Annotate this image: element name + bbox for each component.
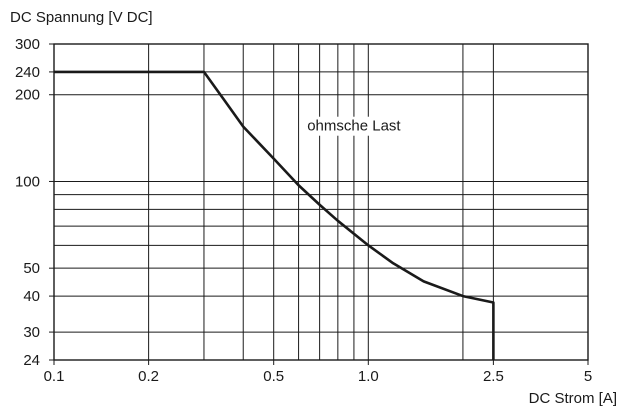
series-line bbox=[54, 70, 495, 360]
annotation-background bbox=[304, 116, 405, 136]
y-tick-label: 240 bbox=[15, 64, 40, 81]
annotation-label: ohmsche Last bbox=[307, 118, 401, 135]
x-tick-label: 0.1 bbox=[44, 368, 65, 385]
y-tick-label: 50 bbox=[23, 260, 40, 277]
x-tick-label: 5 bbox=[584, 368, 592, 385]
y-tick-label: 300 bbox=[15, 36, 40, 53]
annotations: ohmsche Last bbox=[304, 116, 405, 136]
plot-frame bbox=[53, 43, 589, 361]
y-axis-ticks: 24 30 40 50 100 200 240 300 bbox=[15, 36, 54, 369]
x-tick-label: 0.2 bbox=[138, 368, 159, 385]
y-tick-label: 24 bbox=[23, 352, 40, 369]
y-tick-label: 200 bbox=[15, 87, 40, 104]
y-tick-label: 30 bbox=[23, 324, 40, 341]
x-axis-ticks: 0.1 0.2 0.5 1.0 2.5 5 bbox=[44, 360, 592, 385]
y-axis-title: DC Spannung [V DC] bbox=[10, 9, 153, 26]
grid-lines bbox=[54, 44, 588, 360]
x-tick-label: 2.5 bbox=[483, 368, 504, 385]
x-axis-title: DC Strom [A] bbox=[529, 390, 617, 407]
y-tick-label: 40 bbox=[23, 288, 40, 305]
y-tick-label: 100 bbox=[15, 173, 40, 190]
x-tick-label: 0.5 bbox=[263, 368, 284, 385]
x-tick-label: 1.0 bbox=[358, 368, 379, 385]
series-group bbox=[54, 70, 495, 360]
